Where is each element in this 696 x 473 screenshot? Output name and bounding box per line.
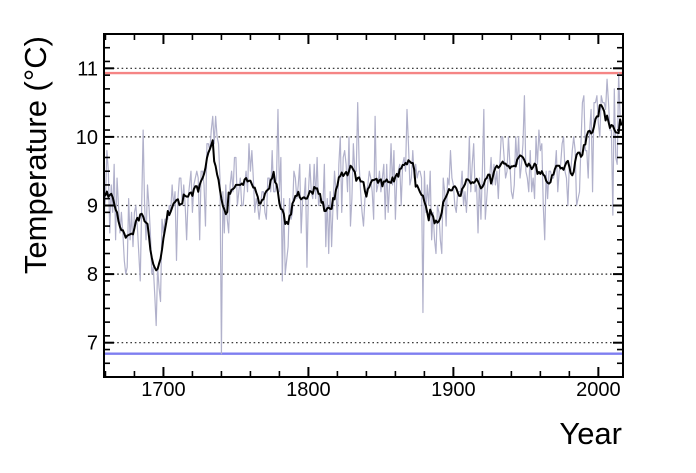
y-tick-label-8: 8 <box>87 264 98 286</box>
axis-ticks <box>104 34 623 377</box>
x-tick-label-1900: 1900 <box>431 379 476 401</box>
y-tick-label-11: 11 <box>77 58 98 80</box>
tick-labels: 1700 1800 1900 2000 7 8 9 10 11 <box>76 58 621 401</box>
x-axis-title: Year <box>559 416 622 451</box>
smoothed-temperature-line <box>103 104 623 272</box>
x-tick-label-1800: 1800 <box>286 379 331 401</box>
y-axis-title: Temperature (°C) <box>18 36 53 274</box>
data-series <box>103 72 623 355</box>
y-tick-label-7: 7 <box>87 333 98 355</box>
x-tick-label-2000: 2000 <box>576 379 621 401</box>
y-tick-label-9: 9 <box>87 196 98 218</box>
annual-temperature-line <box>103 72 622 355</box>
y-tick-label-10: 10 <box>76 127 98 149</box>
x-tick-label-1700: 1700 <box>141 379 186 401</box>
reference-lines <box>104 71 623 355</box>
